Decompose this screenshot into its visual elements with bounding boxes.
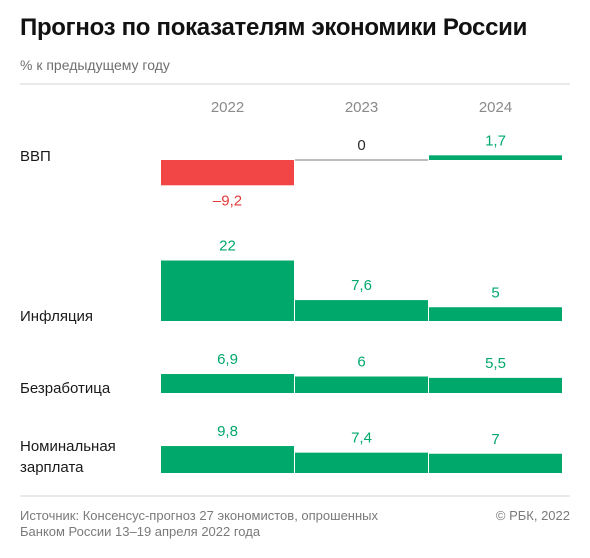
bar xyxy=(161,260,294,321)
data-label: 6 xyxy=(357,354,365,371)
bar xyxy=(161,160,294,186)
chart-subtitle: % к предыдущему году xyxy=(20,57,170,73)
bar xyxy=(295,300,428,321)
chart-canvas: 2022 2023 2024 ВВП –9,2 0 1,7 Инфляция 22 7,6 5 Без… xyxy=(20,83,570,497)
copyright: © РБК, 2022 xyxy=(495,508,570,523)
bar xyxy=(295,452,428,473)
bar xyxy=(295,376,428,393)
data-label: 0 xyxy=(357,137,365,154)
row-label: Безработица xyxy=(20,380,111,397)
data-label: 7,6 xyxy=(351,277,372,294)
bar xyxy=(429,453,562,473)
year-header-2023: 2023 xyxy=(345,99,378,116)
row-label: Номинальная зарплата xyxy=(20,438,116,476)
data-label: 5,5 xyxy=(485,355,506,372)
data-label: 22 xyxy=(219,238,236,255)
source-line-1: Источник: Консенсус-прогноз 27 экономист… xyxy=(20,508,379,523)
year-header-2024: 2024 xyxy=(479,99,512,116)
row-label: Инфляция xyxy=(20,308,93,325)
bar xyxy=(429,307,562,321)
bar xyxy=(161,374,294,393)
data-label: 7,4 xyxy=(351,430,372,447)
chart-title: Прогноз по показателям экономики России xyxy=(20,14,528,41)
row-label: ВВП xyxy=(20,148,51,165)
data-label: 6,9 xyxy=(217,351,238,368)
year-header-2022: 2022 xyxy=(211,99,244,116)
data-label: 1,7 xyxy=(485,132,506,149)
source-line-2: Банком России 13–19 апреля 2022 года xyxy=(20,524,261,539)
data-label: 7 xyxy=(491,431,499,448)
source-note: Источник: Консенсус-прогноз 27 экономист… xyxy=(20,508,440,540)
data-label: –9,2 xyxy=(213,192,242,209)
bar xyxy=(429,377,562,393)
bar xyxy=(161,446,294,473)
data-label: 5 xyxy=(491,284,499,301)
bar xyxy=(429,155,562,160)
data-label: 9,8 xyxy=(217,423,238,440)
